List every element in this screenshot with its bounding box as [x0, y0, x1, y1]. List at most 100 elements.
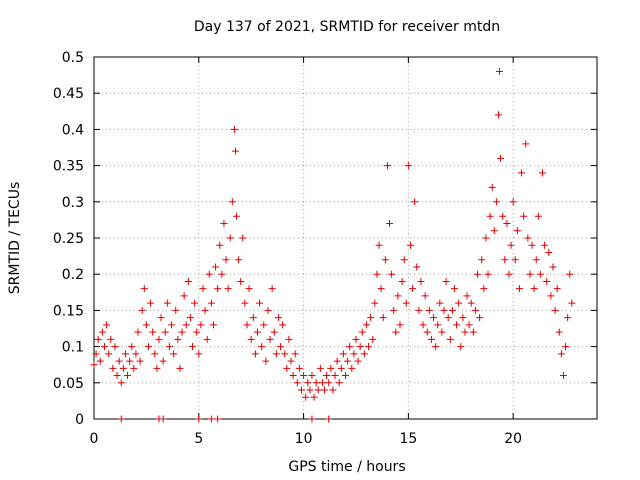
data-point	[306, 386, 314, 394]
data-point	[402, 299, 410, 307]
data-point	[233, 212, 241, 220]
data-point	[270, 328, 278, 336]
data-point	[381, 256, 389, 264]
data-point	[230, 125, 238, 133]
data-point	[564, 314, 572, 322]
data-point	[496, 67, 504, 75]
data-point	[283, 364, 291, 372]
data-point	[207, 299, 215, 307]
data-point	[497, 154, 505, 162]
data-point	[295, 364, 303, 372]
data-point	[218, 270, 226, 278]
data-point	[159, 357, 167, 365]
data-point	[369, 335, 377, 343]
data-point	[375, 241, 383, 249]
data-point	[526, 270, 534, 278]
data-point	[419, 321, 427, 329]
data-point	[339, 350, 347, 358]
data-point	[151, 350, 159, 358]
data-point	[226, 234, 234, 242]
data-point	[394, 292, 402, 300]
data-point	[107, 335, 115, 343]
data-point	[251, 350, 259, 358]
data-point	[117, 379, 125, 387]
data-point	[291, 350, 299, 358]
data-point	[494, 111, 502, 119]
data-point	[551, 306, 559, 314]
data-point	[522, 140, 530, 148]
data-point	[360, 350, 368, 358]
data-point	[541, 241, 549, 249]
data-point	[442, 277, 450, 285]
data-point	[182, 321, 190, 329]
data-point	[406, 241, 414, 249]
data-point	[228, 198, 236, 206]
data-point	[383, 162, 391, 170]
data-point	[224, 285, 232, 293]
data-point	[398, 277, 406, 285]
data-point	[312, 379, 320, 387]
data-point	[105, 350, 113, 358]
grid	[94, 57, 597, 419]
data-point	[427, 335, 435, 343]
data-point	[180, 292, 188, 300]
data-point	[256, 299, 264, 307]
data-point	[440, 306, 448, 314]
data-point	[272, 350, 280, 358]
x-tick-label: 0	[90, 431, 99, 447]
data-point	[480, 285, 488, 293]
y-tick-label: 0.15	[53, 303, 84, 319]
data-point	[329, 386, 337, 394]
data-point	[448, 306, 456, 314]
data-point	[285, 335, 293, 343]
data-point	[532, 256, 540, 264]
data-point	[333, 357, 341, 365]
data-point	[352, 335, 360, 343]
plot-frame	[93, 56, 598, 420]
data-point	[421, 292, 429, 300]
data-point	[209, 321, 217, 329]
data-point	[189, 343, 197, 351]
data-point	[161, 328, 169, 336]
chart-title: Day 137 of 2021, SRMTID for receiver mtd…	[194, 19, 500, 35]
data-point	[465, 321, 473, 329]
data-point	[216, 241, 224, 249]
data-point	[367, 314, 375, 322]
data-point	[423, 328, 431, 336]
data-point	[436, 299, 444, 307]
data-point	[499, 212, 507, 220]
data-point	[528, 241, 536, 249]
data-point	[555, 328, 563, 336]
data-point	[327, 364, 335, 372]
data-point	[539, 169, 547, 177]
data-point	[507, 241, 515, 249]
data-point	[300, 372, 308, 380]
data-point	[557, 350, 565, 358]
data-point	[237, 277, 245, 285]
data-point	[197, 321, 205, 329]
data-point	[505, 270, 513, 278]
data-point	[94, 335, 102, 343]
data-point	[100, 343, 108, 351]
data-point	[478, 256, 486, 264]
data-point	[453, 321, 461, 329]
data-point	[425, 306, 433, 314]
data-point	[103, 321, 111, 329]
data-point	[490, 227, 498, 235]
data-point	[121, 350, 129, 358]
data-point	[140, 285, 148, 293]
data-point	[165, 343, 173, 351]
data-point	[203, 335, 211, 343]
data-point	[335, 379, 343, 387]
data-point	[344, 357, 352, 365]
data-point	[348, 364, 356, 372]
data-point	[396, 321, 404, 329]
data-point	[358, 328, 366, 336]
data-point	[249, 314, 257, 322]
data-point	[241, 299, 249, 307]
y-tick-label: 0	[75, 412, 84, 428]
data-point	[214, 415, 222, 423]
y-tick-label: 0.2	[62, 267, 84, 283]
data-point	[111, 343, 119, 351]
data-point	[415, 306, 423, 314]
